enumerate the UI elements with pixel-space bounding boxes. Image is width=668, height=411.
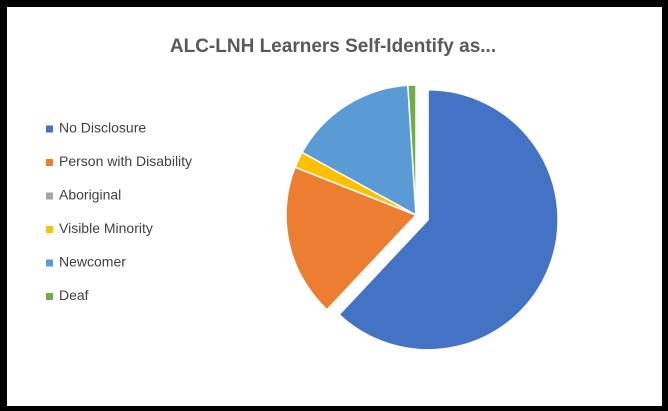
legend-swatch	[46, 226, 53, 233]
legend-swatch	[46, 125, 53, 133]
legend-swatch	[46, 293, 53, 300]
legend-swatch	[46, 192, 53, 200]
pie-slice	[407, 84, 417, 216]
legend-swatch	[46, 159, 53, 166]
legend-label: No Disclosure	[59, 120, 146, 136]
chart-title: ALC-LNH Learners Self-Identify as...	[170, 36, 496, 57]
legend-swatch	[46, 259, 53, 267]
legend-label: Aboriginal	[59, 187, 121, 203]
legend-label: Deaf	[59, 287, 89, 303]
pie-slice	[338, 89, 559, 351]
chart: ALC-LNH Learners Self-Identify as... No …	[46, 36, 559, 351]
legend-label: Visible Minority	[59, 220, 153, 236]
legend-label: Person with Disability	[59, 153, 192, 169]
legend-label: Newcomer	[59, 254, 126, 270]
pie-slice	[301, 84, 417, 217]
chart-frame: ALC-LNH Learners Self-Identify as... No …	[7, 7, 662, 406]
